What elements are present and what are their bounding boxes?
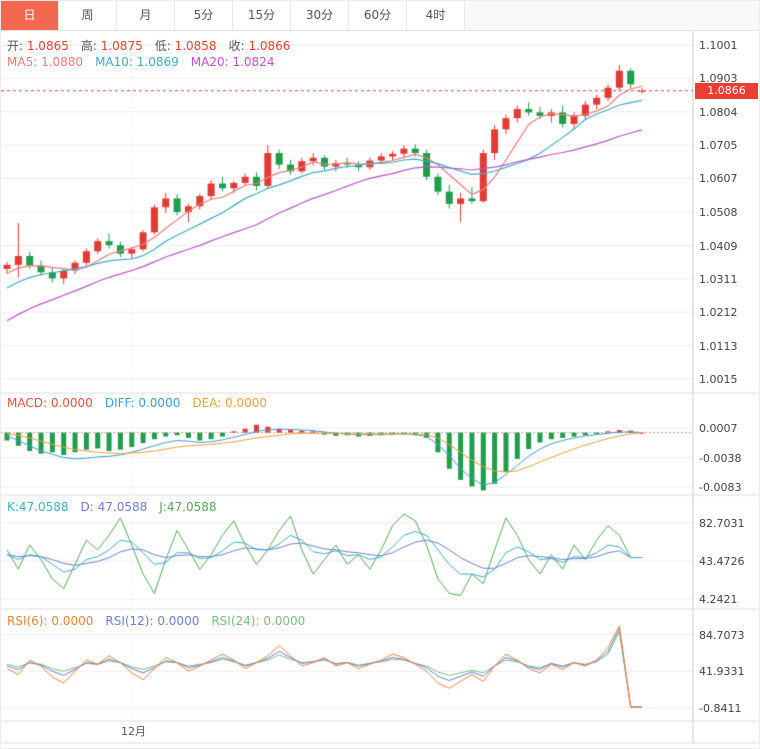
legend-item: 开: 1.0865 xyxy=(7,39,69,53)
tab-15分[interactable]: 15分 xyxy=(233,1,291,30)
kdj-legend: K:47.0588 D: 47.0588 J:47.0588 xyxy=(7,500,229,514)
legend-item: DEA: 0.0000 xyxy=(192,396,267,410)
legend-item: RSI(24): 0.0000 xyxy=(211,614,305,628)
y-tick-label: 1.1001 xyxy=(699,39,738,52)
y-tick-label: 1.0113 xyxy=(699,339,738,353)
legend-item-value: 47.0588 xyxy=(97,500,148,514)
macd-legend: MACD: 0.0000 DIFF: 0.0000 DEA: 0.0000 xyxy=(7,396,279,410)
y-tick-label: 1.0508 xyxy=(699,206,738,219)
tab-周[interactable]: 周 xyxy=(59,1,117,30)
legend-item: RSI(12): 0.0000 xyxy=(105,614,199,628)
chart-canvas[interactable] xyxy=(1,31,759,748)
legend-item-value: 47.0588 xyxy=(166,500,217,514)
last-price-tag: 1.0866 xyxy=(695,82,758,99)
legend-item-label: RSI(24): xyxy=(211,614,264,628)
legend-item: MACD: 0.0000 xyxy=(7,396,93,410)
tab-60分[interactable]: 60分 xyxy=(349,1,407,30)
legend-item: MA20: 1.0824 xyxy=(191,55,275,69)
legend-item-label: MA5: xyxy=(7,55,42,69)
y-tick-label: 1.0903 xyxy=(699,72,738,86)
legend-item-label: MA10: xyxy=(95,55,137,69)
y-tick-label: 1.0212 xyxy=(699,306,738,320)
legend-item: 高: 1.0875 xyxy=(81,39,143,53)
tab-日[interactable]: 日 xyxy=(1,1,59,30)
ohlc-legend: 开: 1.0865 高: 1.0875 低: 1.0858 收: 1.0866 xyxy=(7,37,302,54)
legend-item: J:47.0588 xyxy=(159,500,216,514)
legend-item-value: 1.0858 xyxy=(174,39,217,53)
legend-item: 低: 1.0858 xyxy=(155,39,217,53)
legend-item-value: 1.0880 xyxy=(41,55,84,69)
y-tick-label: 4.2421 xyxy=(699,593,738,607)
legend-item-value: 1.0824 xyxy=(232,55,275,69)
y-tick-label: 1.0607 xyxy=(699,172,738,186)
tab-30分[interactable]: 30分 xyxy=(291,1,349,30)
tab-月[interactable]: 月 xyxy=(117,1,175,30)
y-tick-label: 0.0007 xyxy=(699,422,738,436)
legend-item-label: 高: xyxy=(80,39,101,53)
legend-item-value: 1.0875 xyxy=(100,39,143,53)
legend-item: 收: 1.0866 xyxy=(229,39,291,53)
legend-item-label: RSI(12): xyxy=(105,614,158,628)
legend-item: RSI(6): 0.0000 xyxy=(7,614,93,628)
legend-item-label: 开: xyxy=(7,39,27,53)
legend-item-label: J: xyxy=(159,500,167,514)
legend-item-label: MACD: xyxy=(7,396,51,410)
legend-item-label: 低: xyxy=(154,39,175,53)
legend-item-label: MA20: xyxy=(190,55,233,69)
legend-item-value: 1.0869 xyxy=(136,55,179,69)
legend-item-value: 1.0865 xyxy=(26,39,69,53)
legend-item: MA10: 1.0869 xyxy=(95,55,179,69)
legend-item-label: 收: xyxy=(228,39,249,53)
y-tick-label: 1.0409 xyxy=(699,239,738,253)
y-tick-label: 1.0804 xyxy=(699,105,738,119)
y-tick-label: 43.4726 xyxy=(699,555,745,568)
legend-item-value: 0.0000 xyxy=(51,614,94,628)
legend-item-value: 0.0000 xyxy=(138,396,181,410)
legend-item: MA5: 1.0880 xyxy=(7,55,83,69)
tab-5分[interactable]: 5分 xyxy=(175,1,233,30)
y-tick-label: 1.0015 xyxy=(699,373,738,386)
legend-item: DIFF: 0.0000 xyxy=(105,396,181,410)
y-tick-label: 84.7073 xyxy=(699,628,745,642)
legend-item-label: DEA: xyxy=(192,396,226,410)
legend-item: D: 47.0588 xyxy=(81,500,148,514)
legend-item-value: 0.0000 xyxy=(157,614,200,628)
x-axis-month-label: 12月 xyxy=(121,725,146,738)
y-tick-label: -0.8411 xyxy=(699,701,742,715)
legend-item-value: 0.0000 xyxy=(263,614,306,628)
y-tick-label: 82.7031 xyxy=(699,517,745,530)
tab-4时[interactable]: 4时 xyxy=(407,1,465,30)
legend-item-label: D: xyxy=(80,500,98,514)
legend-item-value: 47.0588 xyxy=(18,500,69,514)
legend-item-value: 0.0000 xyxy=(50,396,93,410)
ma-legend: MA5: 1.0880 MA10: 1.0869 MA20: 1.0824 xyxy=(7,55,286,69)
legend-item: K:47.0588 xyxy=(7,500,69,514)
period-tabbar: 日周月 5分 15分 30分 60分 4时 xyxy=(1,1,759,31)
legend-item-value: 1.0866 xyxy=(248,39,291,53)
rsi-legend: RSI(6): 0.0000 RSI(12): 0.0000 RSI(24): 0.… xyxy=(7,614,317,628)
y-tick-label: 41.9331 xyxy=(699,665,745,679)
legend-item-value: 0.0000 xyxy=(225,396,268,410)
legend-item-label: RSI(6): xyxy=(7,614,52,628)
y-tick-label: 1.0311 xyxy=(699,272,738,286)
y-tick-label: -0.0038 xyxy=(699,451,742,465)
legend-item-label: K: xyxy=(7,500,19,514)
y-tick-label: -0.0083 xyxy=(699,481,742,495)
legend-item-label: DIFF: xyxy=(104,396,139,410)
y-tick-label: 1.0705 xyxy=(699,139,738,153)
